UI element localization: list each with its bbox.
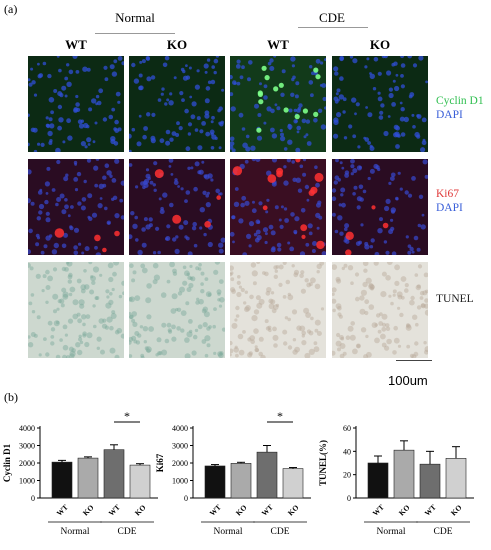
bar bbox=[230, 463, 252, 499]
x-tick-label: KO bbox=[286, 503, 301, 518]
y-tick-label: 0 bbox=[31, 494, 35, 503]
group-line-cde bbox=[298, 27, 368, 28]
stain-line: Cyclin D1 bbox=[436, 95, 484, 107]
stain-label-ki67-dapi: Ki67 DAPI bbox=[436, 187, 463, 215]
bar bbox=[419, 463, 441, 499]
significance-label: * bbox=[124, 409, 130, 423]
stain-label-tunel: TUNEL bbox=[436, 292, 474, 306]
scale-bar-label: 100um bbox=[388, 373, 428, 388]
group-label: CDE bbox=[271, 527, 290, 537]
y-tick-label: 4000 bbox=[19, 424, 35, 433]
micrograph-tile bbox=[129, 159, 225, 255]
y-tick-label: 1000 bbox=[19, 477, 35, 486]
y-axis-label: TUNEL(%) bbox=[318, 440, 328, 486]
bar bbox=[204, 465, 226, 499]
x-tick-label: WT bbox=[371, 503, 386, 518]
bar bbox=[393, 449, 415, 499]
y-tick-label: 3000 bbox=[172, 442, 188, 451]
group-line-normal bbox=[95, 33, 175, 34]
genotype-header: KO bbox=[166, 37, 188, 52]
x-tick-label: WT bbox=[55, 503, 70, 518]
micrograph-tile bbox=[332, 262, 428, 358]
micrograph-tile bbox=[332, 56, 428, 152]
x-tick-label: KO bbox=[234, 503, 249, 518]
bar bbox=[103, 449, 125, 499]
group-label: Normal bbox=[213, 527, 242, 537]
x-tick-label: KO bbox=[449, 503, 464, 518]
bar bbox=[51, 461, 73, 499]
micrograph-tile bbox=[230, 262, 326, 358]
genotype-header: KO bbox=[369, 37, 391, 52]
y-tick-label: 0 bbox=[347, 494, 351, 503]
y-axis-label: Cyclin D1 bbox=[2, 443, 12, 482]
stain-line: DAPI bbox=[436, 202, 463, 214]
group-label: CDE bbox=[434, 527, 453, 537]
stain-line: DAPI bbox=[436, 109, 463, 121]
x-tick-label: WT bbox=[208, 503, 223, 518]
y-tick-label: 4000 bbox=[172, 424, 188, 433]
genotype-header: WT bbox=[65, 37, 87, 52]
group-label-normal: Normal bbox=[115, 10, 155, 25]
y-tick-label: 0 bbox=[184, 494, 188, 503]
micrograph-tile bbox=[28, 262, 124, 358]
panel-b-label: (b) bbox=[4, 390, 18, 404]
group-label: Normal bbox=[60, 527, 89, 537]
x-tick-label: KO bbox=[133, 503, 148, 518]
micrograph-tile bbox=[28, 159, 124, 255]
genotype-header: WT bbox=[267, 37, 289, 52]
micrograph-tile bbox=[129, 262, 225, 358]
y-tick-label: 3000 bbox=[19, 442, 35, 451]
x-tick-label: KO bbox=[397, 503, 412, 518]
micrograph-tile bbox=[230, 159, 326, 255]
micrograph-tile bbox=[129, 56, 225, 152]
scale-bar bbox=[396, 360, 432, 361]
bar bbox=[77, 457, 99, 499]
y-axis-label: Ki67 bbox=[155, 453, 165, 472]
x-tick-label: WT bbox=[107, 503, 122, 518]
y-tick-label: 2000 bbox=[19, 459, 35, 468]
bar bbox=[282, 468, 304, 499]
y-tick-label: 20 bbox=[343, 471, 351, 480]
group-label-cde: CDE bbox=[319, 10, 345, 25]
y-tick-label: 40 bbox=[343, 447, 351, 456]
micrograph-tile bbox=[28, 56, 124, 152]
panel-a-label: (a) bbox=[4, 2, 18, 16]
micrograph-tile bbox=[230, 56, 326, 152]
significance-label: * bbox=[277, 409, 283, 423]
x-tick-label: WT bbox=[423, 503, 438, 518]
x-tick-label: WT bbox=[260, 503, 275, 518]
stain-line: TUNEL bbox=[436, 293, 474, 305]
group-label: Normal bbox=[376, 527, 405, 537]
stain-line: Ki67 bbox=[436, 188, 459, 200]
bar bbox=[129, 464, 151, 499]
micrograph-tile bbox=[332, 159, 428, 255]
stain-label-cyclin-dapi: Cyclin D1 DAPI bbox=[436, 94, 484, 122]
y-tick-label: 60 bbox=[343, 424, 351, 433]
y-tick-label: 1000 bbox=[172, 477, 188, 486]
group-label: CDE bbox=[118, 527, 137, 537]
y-tick-label: 2000 bbox=[172, 459, 188, 468]
bar bbox=[367, 462, 389, 499]
bar bbox=[445, 458, 467, 499]
bar bbox=[256, 451, 278, 499]
x-tick-label: KO bbox=[81, 503, 96, 518]
